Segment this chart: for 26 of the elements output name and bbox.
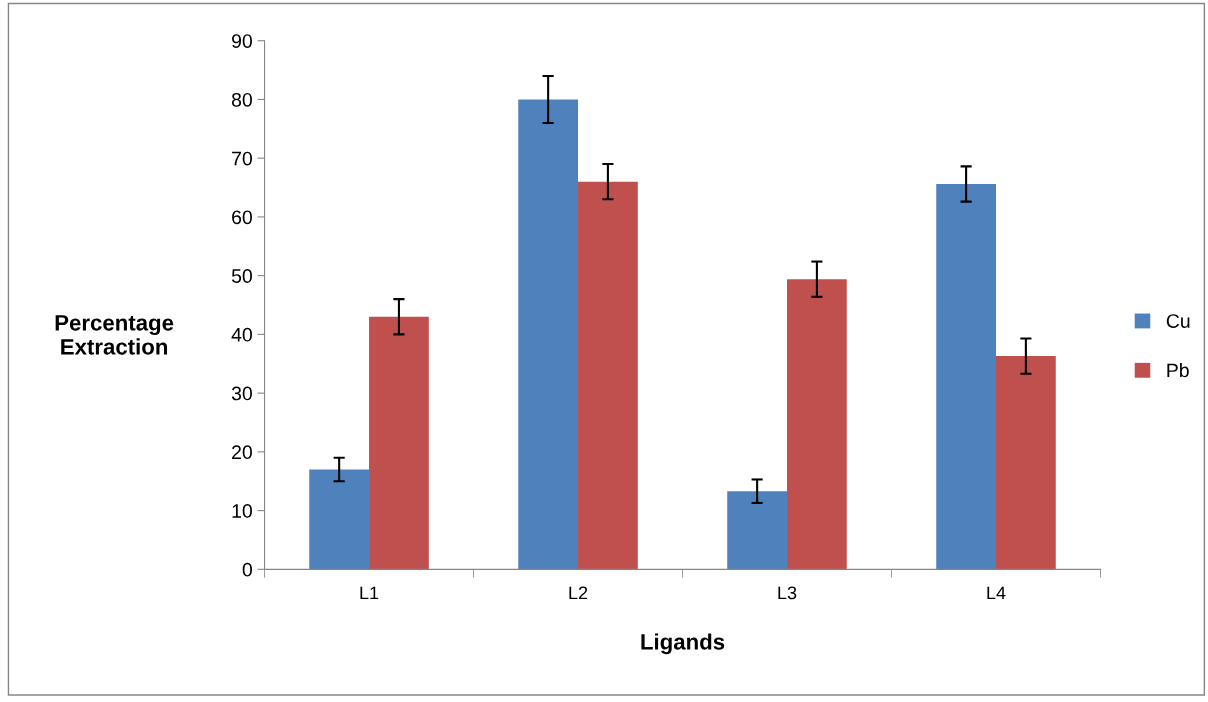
x-tick-label: L2 — [569, 586, 588, 600]
bar — [787, 279, 847, 570]
bar — [996, 356, 1056, 570]
bar — [936, 184, 996, 570]
y-tick-label: 30 — [231, 386, 252, 401]
y-tick-label: 80 — [231, 92, 252, 107]
y-tick-label: 0 — [242, 562, 252, 577]
bar — [578, 181, 638, 570]
bar — [309, 469, 370, 570]
y-axis-title: Percentage Extraction — [55, 315, 174, 355]
x-axis-title: Ligands — [641, 633, 725, 655]
y-tick-label: 20 — [232, 445, 252, 460]
legend-label: Cu — [1166, 314, 1190, 328]
bar — [369, 316, 429, 570]
y-tick-label: 10 — [232, 504, 252, 518]
bar — [518, 99, 579, 570]
x-tick-label: L3 — [778, 586, 797, 600]
bar — [727, 491, 788, 570]
legend-label: Pb — [1167, 362, 1189, 378]
y-tick-label: 40 — [231, 327, 252, 342]
x-tick-label: L4 — [987, 586, 1006, 600]
y-tick-label: 90 — [232, 34, 252, 48]
y-tick-label: 60 — [232, 210, 252, 225]
x-tick-label: L1 — [360, 586, 379, 600]
y-tick-label: 70 — [232, 151, 252, 166]
y-tick-label: 50 — [231, 269, 252, 283]
